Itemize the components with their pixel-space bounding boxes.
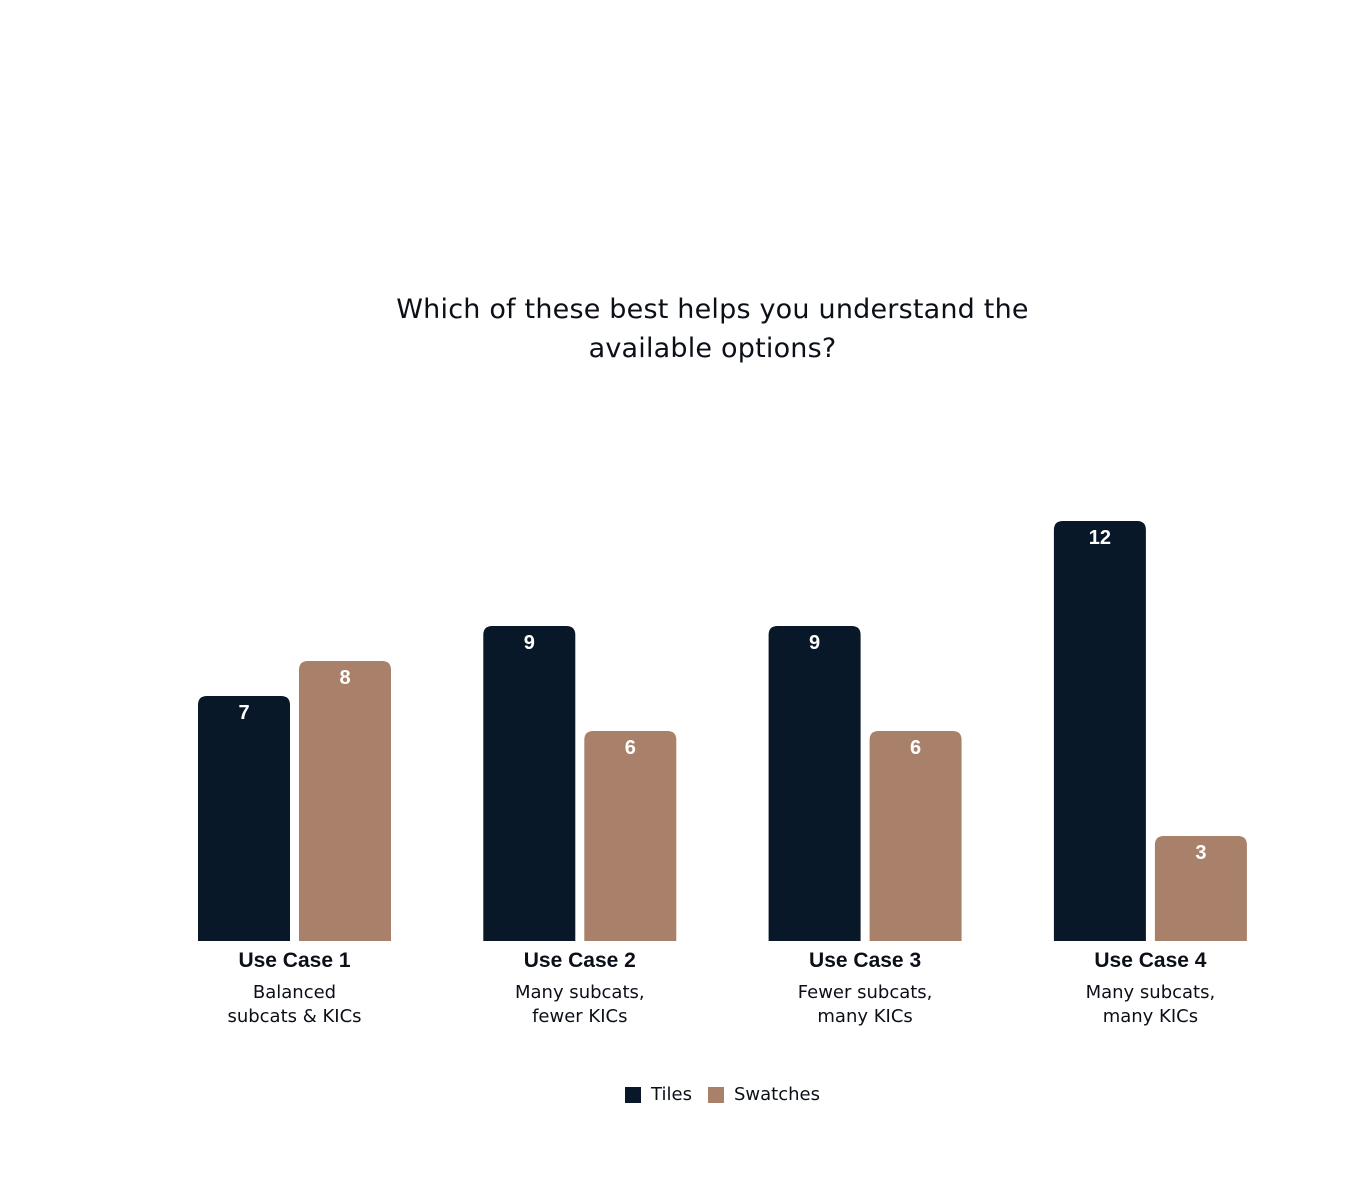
legend-label-tiles: Tiles <box>651 1084 692 1105</box>
legend-item-swatches: Swatches <box>707 1084 820 1105</box>
legend-item-tiles: Tiles <box>625 1084 692 1105</box>
category-desc-use-case-2-line-2: fewer KICs <box>532 1006 627 1027</box>
category-desc-use-case-3-line-2: many KICs <box>817 1006 912 1027</box>
bar-group-use-case-3: 9 6 Use Case 3 Fewer subcats, many KICs <box>768 626 962 1027</box>
bar-label-tiles-use-case-1: 7 <box>238 702 249 724</box>
bar-tiles-use-case-2 <box>483 626 576 941</box>
category-desc-use-case-4-line-2: many KICs <box>1103 1006 1198 1027</box>
bar-tiles-use-case-4 <box>1053 521 1146 941</box>
category-label-use-case-4: Use Case 4 <box>1094 949 1206 972</box>
bar-swatches-use-case-3 <box>869 731 962 941</box>
category-label-use-case-3: Use Case 3 <box>809 949 921 972</box>
category-desc-use-case-3-line-1: Fewer subcats, <box>798 982 933 1003</box>
category-desc-use-case-1-line-2: subcats & KICs <box>227 1006 361 1027</box>
category-label-use-case-2: Use Case 2 <box>524 949 636 972</box>
bar-label-swatches-use-case-2: 6 <box>625 737 636 759</box>
category-desc-use-case-1-line-1: Balanced <box>253 982 336 1003</box>
bar-group-use-case-2: 9 6 Use Case 2 Many subcats, fewer KICs <box>483 626 677 1027</box>
chart-title-line-2: available options? <box>588 333 837 364</box>
bar-tiles-use-case-1 <box>198 696 290 941</box>
legend-label-swatches: Swatches <box>733 1084 820 1105</box>
bar-swatches-use-case-1 <box>299 661 391 941</box>
bar-tiles-use-case-3 <box>768 626 861 941</box>
bar-chart: 7 8 Use Case 1 Balanced subcats & KICs 9 6 Use … <box>198 521 1247 1027</box>
bar-swatches-use-case-4 <box>1154 836 1247 941</box>
category-desc-use-case-2-line-1: Many subcats, <box>515 982 645 1003</box>
legend-swatch-swatches <box>707 1086 724 1103</box>
chart-title: Which of these best helps you understand… <box>300 290 1125 368</box>
bar-label-tiles-use-case-2: 9 <box>524 632 535 654</box>
bar-label-swatches-use-case-3: 6 <box>910 737 921 759</box>
category-label-use-case-1: Use Case 1 <box>238 949 350 972</box>
category-desc-use-case-4-line-1: Many subcats, <box>1086 982 1216 1003</box>
bar-label-tiles-use-case-4: 12 <box>1089 527 1111 549</box>
bar-label-tiles-use-case-3: 9 <box>809 632 820 654</box>
bar-label-swatches-use-case-1: 8 <box>339 667 350 689</box>
bar-swatches-use-case-2 <box>584 731 677 941</box>
bar-group-use-case-1: 7 8 Use Case 1 Balanced subcats & KICs <box>198 661 391 1027</box>
legend: Tiles Swatches <box>0 1084 1362 1105</box>
bar-label-swatches-use-case-4: 3 <box>1195 842 1206 864</box>
bar-group-use-case-4: 12 3 Use Case 4 Many subcats, many KICs <box>1053 521 1247 1027</box>
legend-swatch-tiles <box>625 1086 642 1103</box>
chart-title-line-1: Which of these best helps you understand… <box>396 294 1029 325</box>
